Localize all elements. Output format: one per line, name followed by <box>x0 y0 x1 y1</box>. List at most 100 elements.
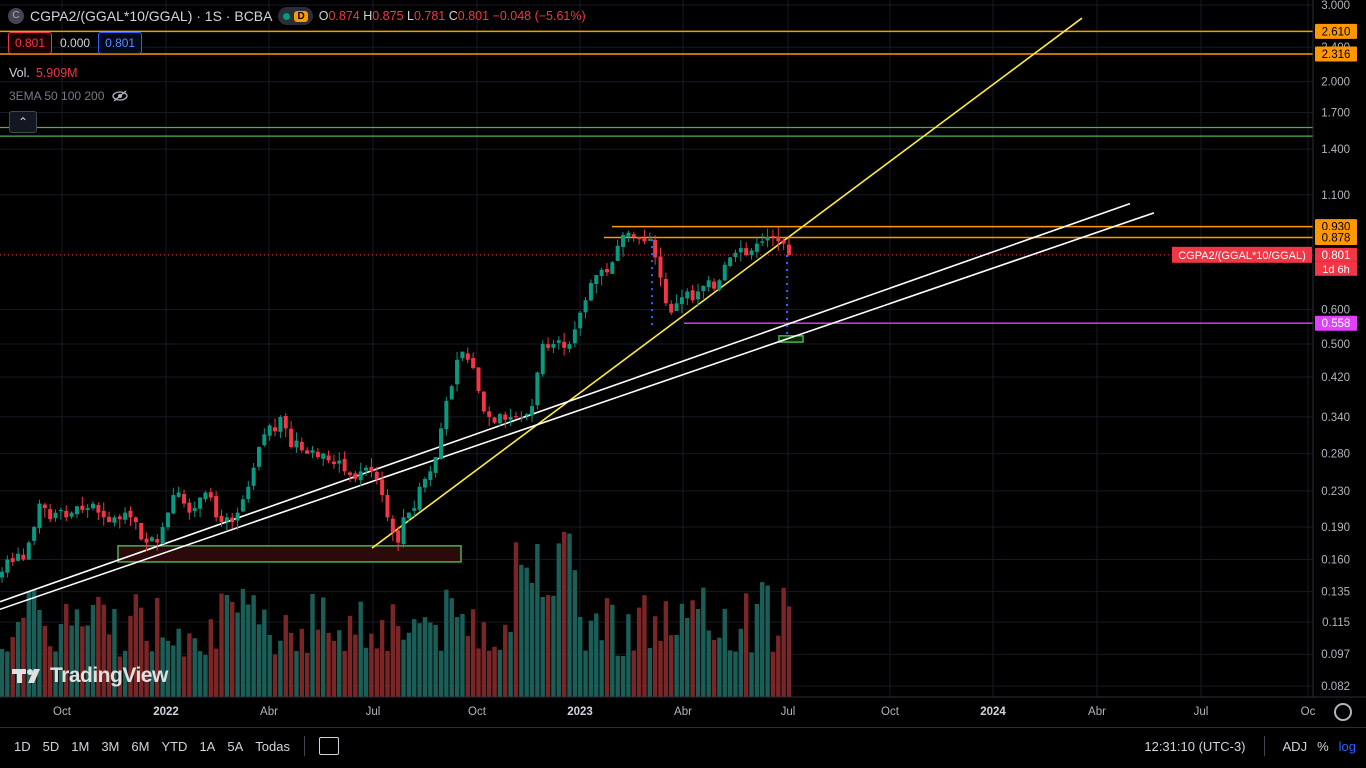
candle-38 <box>203 492 208 500</box>
volume-bar-60 <box>321 597 326 697</box>
timeframe-todas[interactable]: Todas <box>255 738 290 754</box>
volume-bar-99 <box>529 582 535 697</box>
candle-90 <box>481 391 486 412</box>
y-tick-2: 2.000 <box>1321 77 1350 89</box>
volume-bar-78 <box>417 623 422 697</box>
timeframe-ytd[interactable]: YTD <box>161 738 188 754</box>
volume-bar-137 <box>733 651 738 697</box>
volume-bar-56 <box>299 628 305 697</box>
y-tick-4: 1.400 <box>1321 144 1350 156</box>
volume-bar-8 <box>42 625 48 697</box>
volume-bar-143 <box>765 585 770 697</box>
candle-107 <box>572 329 577 344</box>
volume-bar-34 <box>181 656 187 697</box>
candle-12 <box>64 510 69 518</box>
volume-bar-104 <box>556 543 561 697</box>
candle-146 <box>781 240 786 244</box>
gear-icon[interactable] <box>1334 703 1352 721</box>
volume-bar-74 <box>395 626 401 697</box>
toolbar-divider <box>303 736 305 756</box>
volume-bar-1 <box>5 651 10 697</box>
timeframe-buttons: 1D 5D 1M 3M 6M YTD 1A 5A Todas <box>8 739 296 754</box>
candle-81 <box>433 457 438 473</box>
log-toggle[interactable]: log <box>1338 738 1356 754</box>
candle-101 <box>540 343 545 375</box>
volume-bar-88 <box>470 609 476 697</box>
candle-133 <box>712 281 717 289</box>
candlesticks <box>0 227 791 583</box>
status-pill[interactable]: D <box>278 7 313 25</box>
volume-bar-30 <box>160 637 165 697</box>
candle-89 <box>476 367 481 391</box>
adj-toggle[interactable]: ADJ <box>1282 738 1308 754</box>
volume-bar-20 <box>106 634 112 697</box>
candle-16 <box>85 508 90 510</box>
volume-bar-28 <box>149 651 155 697</box>
percent-toggle[interactable]: % <box>1317 738 1329 754</box>
timeframe-1a[interactable]: 1A <box>199 738 216 754</box>
price-chart[interactable]: 3.0002.4002.0001.7001.4001.1000.6000.500… <box>0 0 1366 727</box>
volume-bar-129 <box>690 600 695 697</box>
candle-145 <box>776 236 781 242</box>
candle-13 <box>69 512 74 517</box>
volume-bar-52 <box>278 640 283 697</box>
x-tick-2: Abr <box>260 706 278 718</box>
volume-bar-47 <box>251 595 256 697</box>
candle-63 <box>337 460 342 464</box>
volume-legend[interactable]: Vol. 5.909M <box>9 66 78 80</box>
volume-bar-68 <box>363 647 369 697</box>
timeframe-5a[interactable]: 5A <box>227 738 244 754</box>
volume-bar-65 <box>347 615 353 697</box>
eye-hidden-icon[interactable] <box>112 90 129 102</box>
timeframe-3m[interactable]: 3M <box>101 738 120 754</box>
candle-27 <box>144 538 149 543</box>
candle-42 <box>224 517 229 522</box>
candle-40 <box>214 496 219 518</box>
sell-price[interactable]: 0.801 <box>8 32 53 54</box>
volume-bar-29 <box>155 597 160 697</box>
volume-bar-57 <box>304 652 310 697</box>
volume-bar-84 <box>449 598 454 697</box>
candle-77 <box>412 508 417 511</box>
price-label-bg-3 <box>1315 229 1357 245</box>
candle-1 <box>5 559 10 573</box>
volume-bar-118 <box>631 650 636 697</box>
timeframe-5d[interactable]: 5D <box>42 738 60 754</box>
candle-3 <box>16 553 21 561</box>
candle-112 <box>599 269 604 276</box>
symbol-header: C CGPA2/(GGAL*10/GGAL) · 1S · BCBA D O0.… <box>8 7 586 25</box>
calendar-range-icon[interactable] <box>318 737 339 755</box>
volume-bar-58 <box>310 593 315 697</box>
symbol-title[interactable]: CGPA2/(GGAL*10/GGAL) · 1S · BCBA <box>30 8 273 24</box>
candle-110 <box>588 283 593 301</box>
candle-94 <box>503 414 508 420</box>
symbol-icon[interactable]: C <box>8 8 24 24</box>
volume-bar-83 <box>444 589 449 697</box>
timeframe-1d[interactable]: 1D <box>14 738 31 754</box>
volume-bar-21 <box>112 608 117 697</box>
candle-111 <box>594 274 599 285</box>
candle-126 <box>674 303 679 312</box>
volume-bar-27 <box>144 640 149 697</box>
y-tick-6: 0.600 <box>1321 304 1350 316</box>
volume-bar-59 <box>315 629 321 697</box>
volume-bar-81 <box>433 624 438 697</box>
y-tick-10: 0.280 <box>1321 449 1350 461</box>
volume-bar-101 <box>540 596 545 697</box>
volume-bar-41 <box>219 593 224 697</box>
buy-price[interactable]: 0.801 <box>98 32 143 54</box>
volume-bar-91 <box>486 650 492 697</box>
timeframe-1m[interactable]: 1M <box>71 738 90 754</box>
candle-109 <box>583 300 588 313</box>
candle-123 <box>658 256 663 278</box>
ema-legend[interactable]: 3EMA 50 100 200 <box>9 89 129 103</box>
candle-73 <box>390 518 395 533</box>
clock-readout[interactable]: 12:31:10 (UTC-3) <box>1144 738 1246 754</box>
y-tick-14: 0.135 <box>1321 587 1350 599</box>
timeframe-6m[interactable]: 6M <box>131 738 150 754</box>
collapse-legend-button[interactable]: ⌃ <box>9 111 37 133</box>
volume-bar-70 <box>374 648 379 697</box>
volume-bar-82 <box>438 650 444 697</box>
x-tick-4: Oct <box>468 706 487 718</box>
horizontal-levels <box>0 30 1313 324</box>
